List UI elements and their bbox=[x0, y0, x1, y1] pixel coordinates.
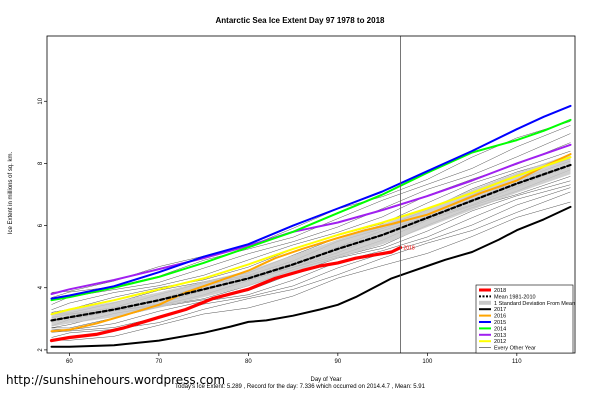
legend-item: 1 Standard Deviation From Mean bbox=[479, 300, 575, 307]
legend-item: Every Other Year bbox=[479, 346, 536, 352]
series-line-2015 bbox=[50, 104, 572, 300]
legend-item: 2018 bbox=[479, 288, 506, 294]
series-line-2014 bbox=[50, 118, 572, 302]
std-deviation-band bbox=[51, 154, 571, 327]
legend-item: 2012 bbox=[479, 339, 506, 345]
y-tick-label: 2 bbox=[38, 348, 44, 352]
x-tick-label: 70 bbox=[156, 359, 163, 365]
legend-label: Every Other Year bbox=[494, 346, 536, 352]
y-axis: 2 4 6 8 10 bbox=[38, 97, 47, 352]
series-line-mean-1981-2010 bbox=[50, 163, 572, 322]
x-tick-label: 110 bbox=[512, 359, 522, 365]
other-year-line bbox=[51, 133, 571, 305]
plot-area: 2018 bbox=[49, 36, 572, 353]
series-lines bbox=[49, 104, 572, 348]
x-tick-label: 90 bbox=[335, 359, 342, 365]
legend-label: 2013 bbox=[494, 333, 506, 339]
series-line-2012 bbox=[50, 156, 572, 316]
series-line-2016 bbox=[50, 153, 572, 333]
x-tick-label: 100 bbox=[422, 359, 433, 365]
chart-footer: Today's Ice Extent: 5.289 , Record for t… bbox=[175, 384, 426, 390]
x-tick-label: 80 bbox=[245, 359, 252, 365]
legend-item: Mean 1981-2010 bbox=[479, 294, 536, 300]
other-year-line bbox=[51, 184, 571, 331]
legend-label: 2014 bbox=[494, 326, 506, 332]
legend-item: 2014 bbox=[479, 326, 506, 332]
y-tick-label: 10 bbox=[38, 97, 44, 104]
current-day-label: 2018 bbox=[403, 246, 414, 252]
other-year-line bbox=[51, 125, 571, 298]
y-tick-label: 4 bbox=[38, 285, 44, 289]
credit-url[interactable]: http://sunshinehours.wordpress.com bbox=[6, 373, 225, 387]
x-axis-label: Day of Year bbox=[310, 377, 341, 383]
series-line-2018 bbox=[49, 246, 403, 343]
other-year-line bbox=[51, 187, 571, 333]
x-axis: 60 70 80 90 100 110 bbox=[66, 353, 522, 365]
legend-label: 1 Standard Deviation From Mean bbox=[494, 301, 575, 307]
x-tick-label: 60 bbox=[66, 359, 73, 365]
legend-label: 2016 bbox=[494, 314, 506, 320]
legend-label: 2012 bbox=[494, 339, 506, 345]
y-axis-label: Ice Extent in millions of sq. km. bbox=[8, 151, 14, 234]
plot-frame bbox=[46, 35, 576, 354]
legend-label: Mean 1981-2010 bbox=[494, 294, 536, 300]
legend-label: 2015 bbox=[494, 320, 506, 326]
legend-item: 2015 bbox=[479, 320, 506, 326]
legend-item: 2017 bbox=[479, 307, 506, 313]
legend-label: 2018 bbox=[494, 288, 506, 294]
other-year-line bbox=[51, 201, 571, 341]
other-year-line bbox=[51, 142, 571, 311]
y-tick-label: 6 bbox=[38, 223, 44, 227]
legend-label: 2017 bbox=[494, 307, 506, 313]
series-line-2017 bbox=[50, 205, 572, 348]
legend-box bbox=[475, 284, 574, 354]
chart-title: Antarctic Sea Ice Extent Day 97 1978 to … bbox=[216, 16, 386, 25]
y-tick-label: 8 bbox=[38, 161, 44, 165]
legend-item: 2013 bbox=[479, 333, 506, 339]
legend-item: 2016 bbox=[479, 314, 506, 320]
